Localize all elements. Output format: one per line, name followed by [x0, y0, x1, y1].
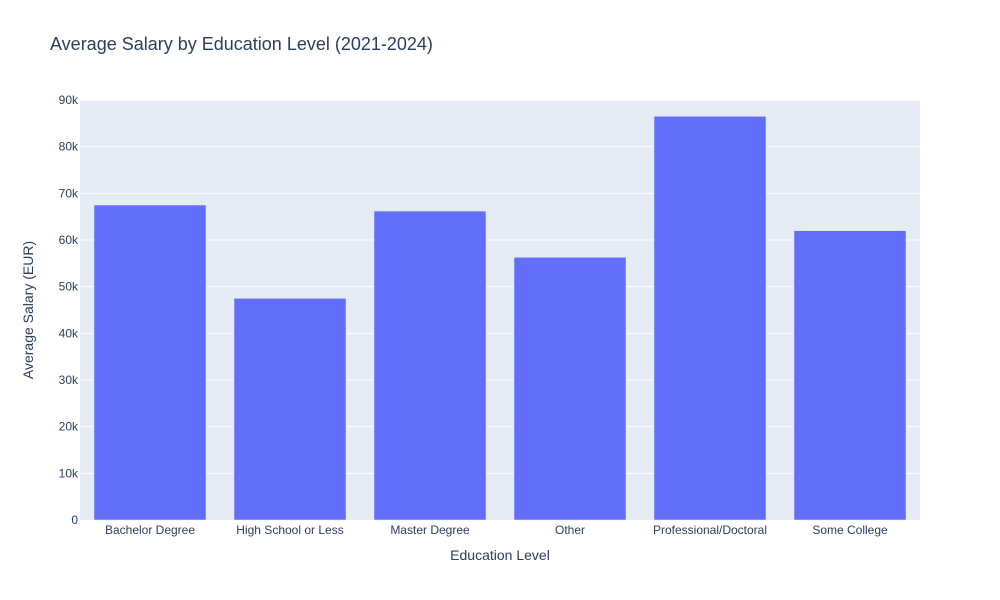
bar-master-degree — [373, 210, 487, 521]
y-tick-label: 30k — [59, 373, 79, 387]
y-tick-label: 40k — [59, 326, 79, 340]
x-tick-label: Professional/Doctoral — [653, 523, 767, 537]
y-tick-label: 10k — [59, 466, 79, 480]
bar-high-school-or-less — [233, 298, 347, 521]
y-tick-label: 50k — [59, 280, 79, 294]
y-axis-ticks: 0 10k 20k 30k 40k 50k 60k 70k 80k 90k — [59, 93, 79, 527]
gridlines — [80, 99, 920, 474]
x-tick-label: Bachelor Degree — [105, 523, 195, 537]
chart-title: Average Salary by Education Level (2021-… — [50, 34, 433, 54]
y-axis-title: Average Salary (EUR) — [20, 241, 36, 379]
y-tick-label: 80k — [59, 140, 79, 154]
plot-background — [80, 100, 920, 520]
y-tick-label: 90k — [59, 93, 79, 107]
x-tick-label: Master Degree — [390, 523, 470, 537]
y-tick-label: 0 — [71, 513, 78, 527]
x-axis-ticks: Bachelor Degree High School or Less Master… — [105, 523, 888, 537]
bar-some-college — [793, 230, 907, 521]
x-tick-label: Other — [555, 523, 585, 537]
x-tick-label: High School or Less — [236, 523, 343, 537]
bar-bachelor-degree — [93, 204, 207, 521]
bar-other — [513, 257, 627, 521]
y-tick-label: 70k — [59, 186, 79, 200]
x-axis-title: Education Level — [450, 547, 550, 563]
y-tick-label: 20k — [59, 420, 79, 434]
bar-professional-doctoral — [653, 116, 767, 521]
bars — [93, 116, 907, 521]
y-tick-label: 60k — [59, 233, 79, 247]
x-tick-label: Some College — [812, 523, 888, 537]
